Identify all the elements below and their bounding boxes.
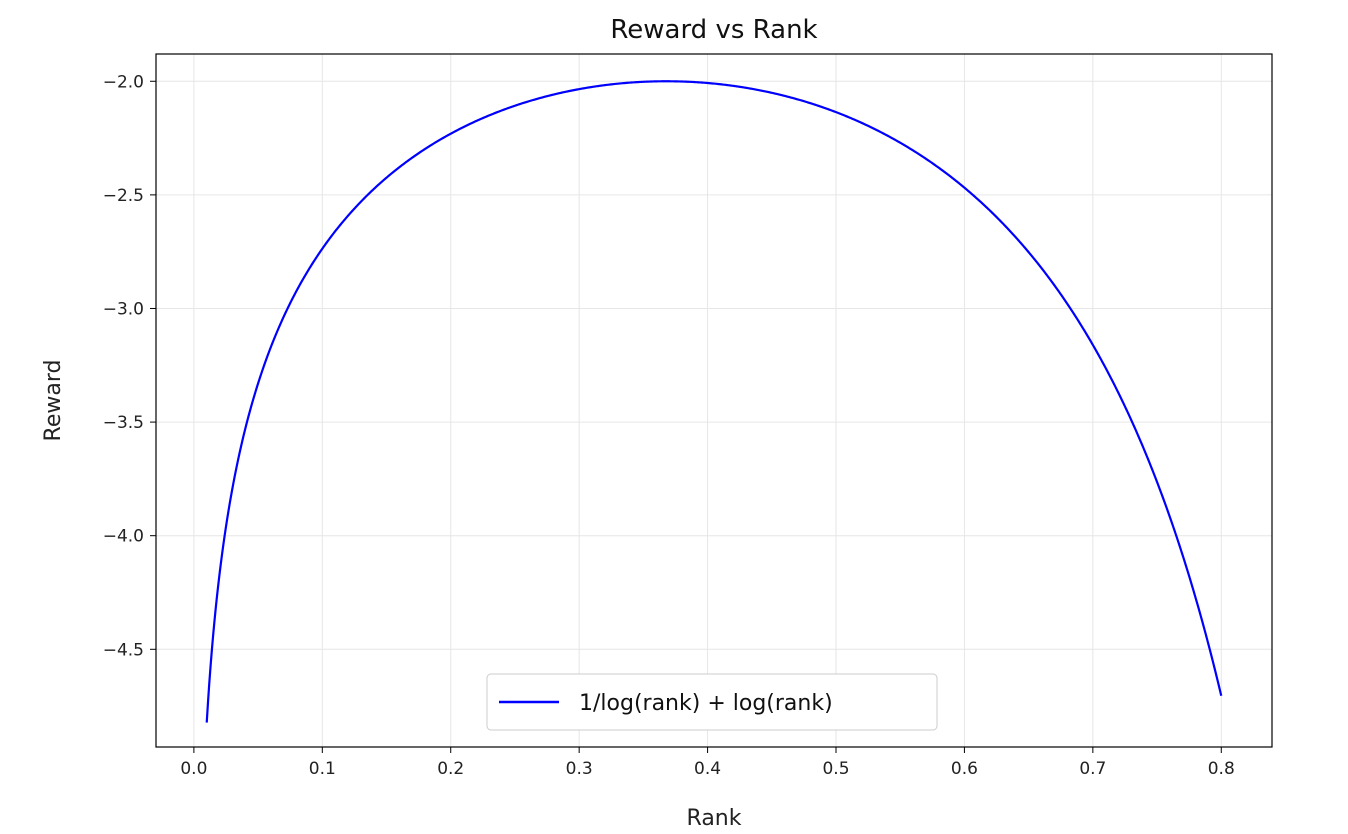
legend: 1/log(rank) + log(rank): [486, 673, 938, 731]
y-tick-label: −4.0: [103, 527, 144, 547]
series-layer: [205, 80, 1223, 723]
series-line: [205, 80, 1223, 723]
chart-title: Reward vs Rank: [610, 15, 817, 45]
x-tick-label: 0.1: [309, 759, 336, 779]
y-tick-label: −3.0: [103, 299, 144, 319]
x-tick-label: 0.3: [566, 759, 593, 779]
x-tick-label: 0.0: [180, 759, 207, 779]
y-axis: −2.0 −2.5 −3.0 −3.5 −4.0 −4.5: [103, 72, 156, 660]
grid: [156, 54, 1272, 747]
y-tick-label: −2.0: [103, 72, 144, 92]
x-tick-label: 0.5: [822, 759, 849, 779]
legend-label: 1/log(rank) + log(rank): [579, 691, 833, 716]
x-tick-label: 0.2: [437, 759, 464, 779]
x-axis-title: Rank: [687, 806, 742, 831]
y-tick-label: −3.5: [103, 413, 144, 433]
x-axis: 0.0 0.1 0.2 0.3 0.4 0.5 0.6 0.7 0.8: [180, 747, 1235, 779]
plot-frame: [155, 53, 1273, 748]
x-tick-label: 0.4: [694, 759, 721, 779]
y-tick-label: −2.5: [103, 186, 144, 206]
x-tick-label: 0.8: [1208, 759, 1235, 779]
x-tick-label: 0.6: [951, 759, 978, 779]
legend-box: [486, 673, 938, 731]
y-axis-title: Reward: [41, 360, 66, 442]
y-tick-label: −4.5: [103, 640, 144, 660]
x-tick-label: 0.7: [1079, 759, 1106, 779]
